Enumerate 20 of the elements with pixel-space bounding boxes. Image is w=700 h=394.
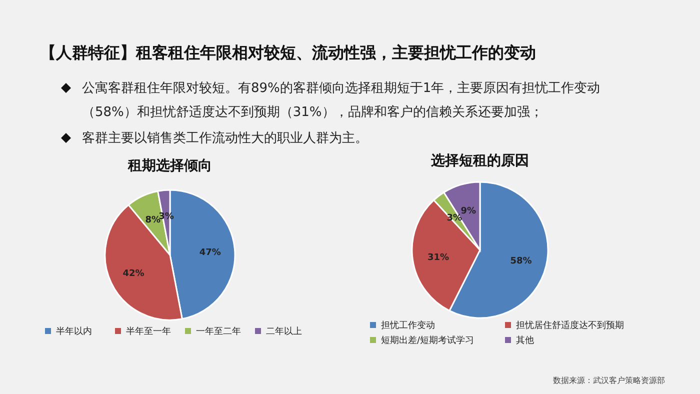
data-label: 58% (510, 256, 532, 267)
legend-label: 半年以内 (56, 326, 92, 337)
data-label: 31% (427, 252, 450, 263)
legend-label: 担忧工作变动 (381, 320, 435, 331)
legend-label: 短期出差/短期考试学习 (381, 335, 474, 346)
data-label: 9% (460, 206, 476, 216)
legend-label: 二年以上 (266, 326, 302, 337)
text: 公寓客群租住年限对较短。有89%的客群倾向选择租期短于1年，主要原因有担忧工作变动（58%）和担忧舒适度达不到预期（31%），品牌和客户的信赖关系还要加强； (82, 80, 600, 120)
source-note: 数据来源：武汉客户策略资源部 (553, 376, 665, 385)
data-label: 8% (145, 216, 160, 226)
legend-label: 担忧居住舒适度达不到预期 (516, 320, 624, 331)
chart-title: 租期选择倾向 (127, 158, 212, 174)
data-label: 42% (122, 269, 144, 280)
legend-label: 其他 (516, 335, 534, 346)
text: 【人群特征】租客租住年限相对较短、流动性强，主要担忧工作的变动 (40, 43, 536, 62)
legend-label: 一年至二年 (196, 326, 241, 337)
data-label: 47% (199, 248, 221, 258)
chart-title: 选择短租的原因 (430, 153, 529, 169)
legend-label: 半年至一年 (126, 326, 171, 337)
text: 客群主要以销售类工作流动性大的职业人群为主。 (82, 130, 368, 146)
